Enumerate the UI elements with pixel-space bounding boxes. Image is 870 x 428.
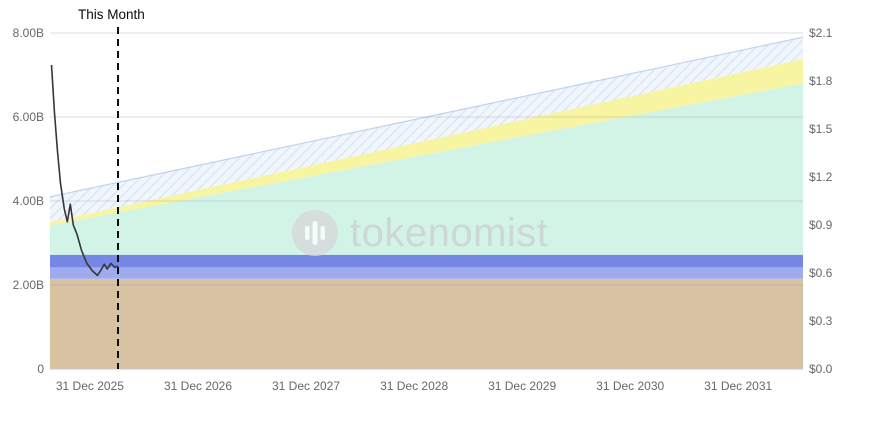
left-axis-tick-label: 0 — [37, 362, 44, 376]
left-axis-tick-label: 8.00B — [13, 26, 44, 40]
x-axis-tick-label: 31 Dec 2025 — [56, 379, 124, 393]
right-axis-tick-label: $0.9 — [809, 218, 833, 232]
area-yellow-band — [50, 59, 803, 226]
right-axis-tick-label: $0.3 — [809, 314, 833, 328]
right-axis-tick-label: $0.0 — [809, 362, 833, 376]
x-axis-tick-label: 31 Dec 2026 — [164, 379, 232, 393]
area-pale-hatched-area-hatch — [50, 37, 803, 223]
right-axis-tick-label: $0.6 — [809, 266, 833, 280]
right-axis-tick-label: $1.8 — [809, 74, 833, 88]
right-axis-tick-label: $2.1 — [809, 26, 833, 40]
left-axis-tick-label: 4.00B — [13, 194, 44, 208]
left-axis-tick-label: 2.00B — [13, 278, 44, 292]
right-axis-tick-label: $1.5 — [809, 122, 833, 136]
area-pale-hatched-area-topline — [49, 36, 804, 198]
area-light-blue-band — [50, 267, 803, 279]
x-axis-tick-label: 31 Dec 2031 — [704, 379, 772, 393]
x-axis-tick-label: 31 Dec 2027 — [272, 379, 340, 393]
right-axis-tick-label: $1.2 — [809, 170, 833, 184]
area-mint-area — [50, 83, 803, 255]
x-axis-tick-label: 31 Dec 2030 — [596, 379, 664, 393]
left-axis-tick-label: 6.00B — [13, 110, 44, 124]
area-tan-area — [50, 278, 803, 369]
area-dark-blue-band — [50, 254, 803, 268]
this-month-label: This Month — [78, 7, 145, 22]
x-axis-tick-label: 31 Dec 2029 — [488, 379, 556, 393]
price-line — [50, 64, 119, 277]
x-axis-tick-label: 31 Dec 2028 — [380, 379, 448, 393]
